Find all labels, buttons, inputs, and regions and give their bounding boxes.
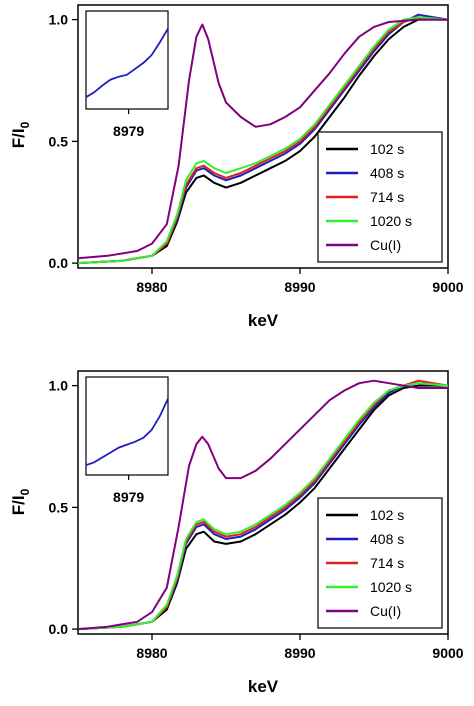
series-line-1020-s xyxy=(78,382,448,631)
legend-label: 102 s xyxy=(370,141,404,157)
y-axis-label-subscript: 0 xyxy=(18,488,32,495)
series-line-cu-i- xyxy=(78,379,448,631)
series-group xyxy=(78,379,448,631)
inset-frame xyxy=(85,10,169,110)
x-tick-label: 8990 xyxy=(284,645,315,661)
legend-label: Cu(I) xyxy=(370,237,401,253)
y-axis-label: F/I0 xyxy=(9,488,32,515)
legend-label: 102 s xyxy=(370,507,404,523)
chart-panel-1: 8980 8990 9000 0.0 0.5 1.0 keV F/I0 8979 102 s 408… xyxy=(9,4,464,330)
y-axis-label-subscript: 0 xyxy=(18,121,32,128)
legend-label: 714 s xyxy=(370,189,404,205)
legend: 102 s 408 s 714 s 1020 s Cu(I) xyxy=(317,497,443,629)
x-axis-label: keV xyxy=(248,677,279,696)
x-tick-label: 9000 xyxy=(432,279,463,295)
inset-tick-label: 8979 xyxy=(113,123,144,139)
legend-label: 408 s xyxy=(370,165,404,181)
y-axis-label-main: F/I xyxy=(9,128,28,148)
x-tick-label: 9000 xyxy=(432,645,463,661)
y-tick-label: 1.0 xyxy=(49,378,69,394)
y-tick-label: 0.0 xyxy=(49,621,69,637)
y-axis-label: F/I0 xyxy=(9,121,32,148)
series-group xyxy=(78,13,448,265)
legend: 102 s 408 s 714 s 1020 s Cu(I) xyxy=(317,131,443,263)
plot-frame xyxy=(77,370,449,635)
inset-tick-label: 8979 xyxy=(113,489,144,505)
series-line-cu-i- xyxy=(78,18,448,260)
y-tick-label: 0.0 xyxy=(49,255,69,271)
inset-plot: 8979 xyxy=(85,10,169,139)
inset-series-line xyxy=(85,398,169,467)
x-tick-label: 8980 xyxy=(136,279,167,295)
y-tick-label: 0.5 xyxy=(49,499,69,515)
legend-label: 408 s xyxy=(370,531,404,547)
y-axis-label-main: F/I xyxy=(9,495,28,515)
series-line-1020-s xyxy=(78,16,448,265)
x-axis-label: keV xyxy=(248,311,279,330)
legend-label: 1020 s xyxy=(370,579,412,595)
y-tick-label: 0.5 xyxy=(49,133,69,149)
inset-plot: 8979 xyxy=(85,376,169,505)
x-tick-label: 8990 xyxy=(284,279,315,295)
chart-panel-2: 8980 8990 9000 0.0 0.5 1.0 keV F/I0 8979 102 s 408… xyxy=(9,370,464,696)
y-tick-label: 1.0 xyxy=(49,12,69,28)
legend-label: 714 s xyxy=(370,555,404,571)
inset-series-line xyxy=(85,28,169,98)
x-tick-label: 8980 xyxy=(136,645,167,661)
legend-label: Cu(I) xyxy=(370,603,401,619)
legend-label: 1020 s xyxy=(370,213,412,229)
plot-frame xyxy=(77,4,449,269)
